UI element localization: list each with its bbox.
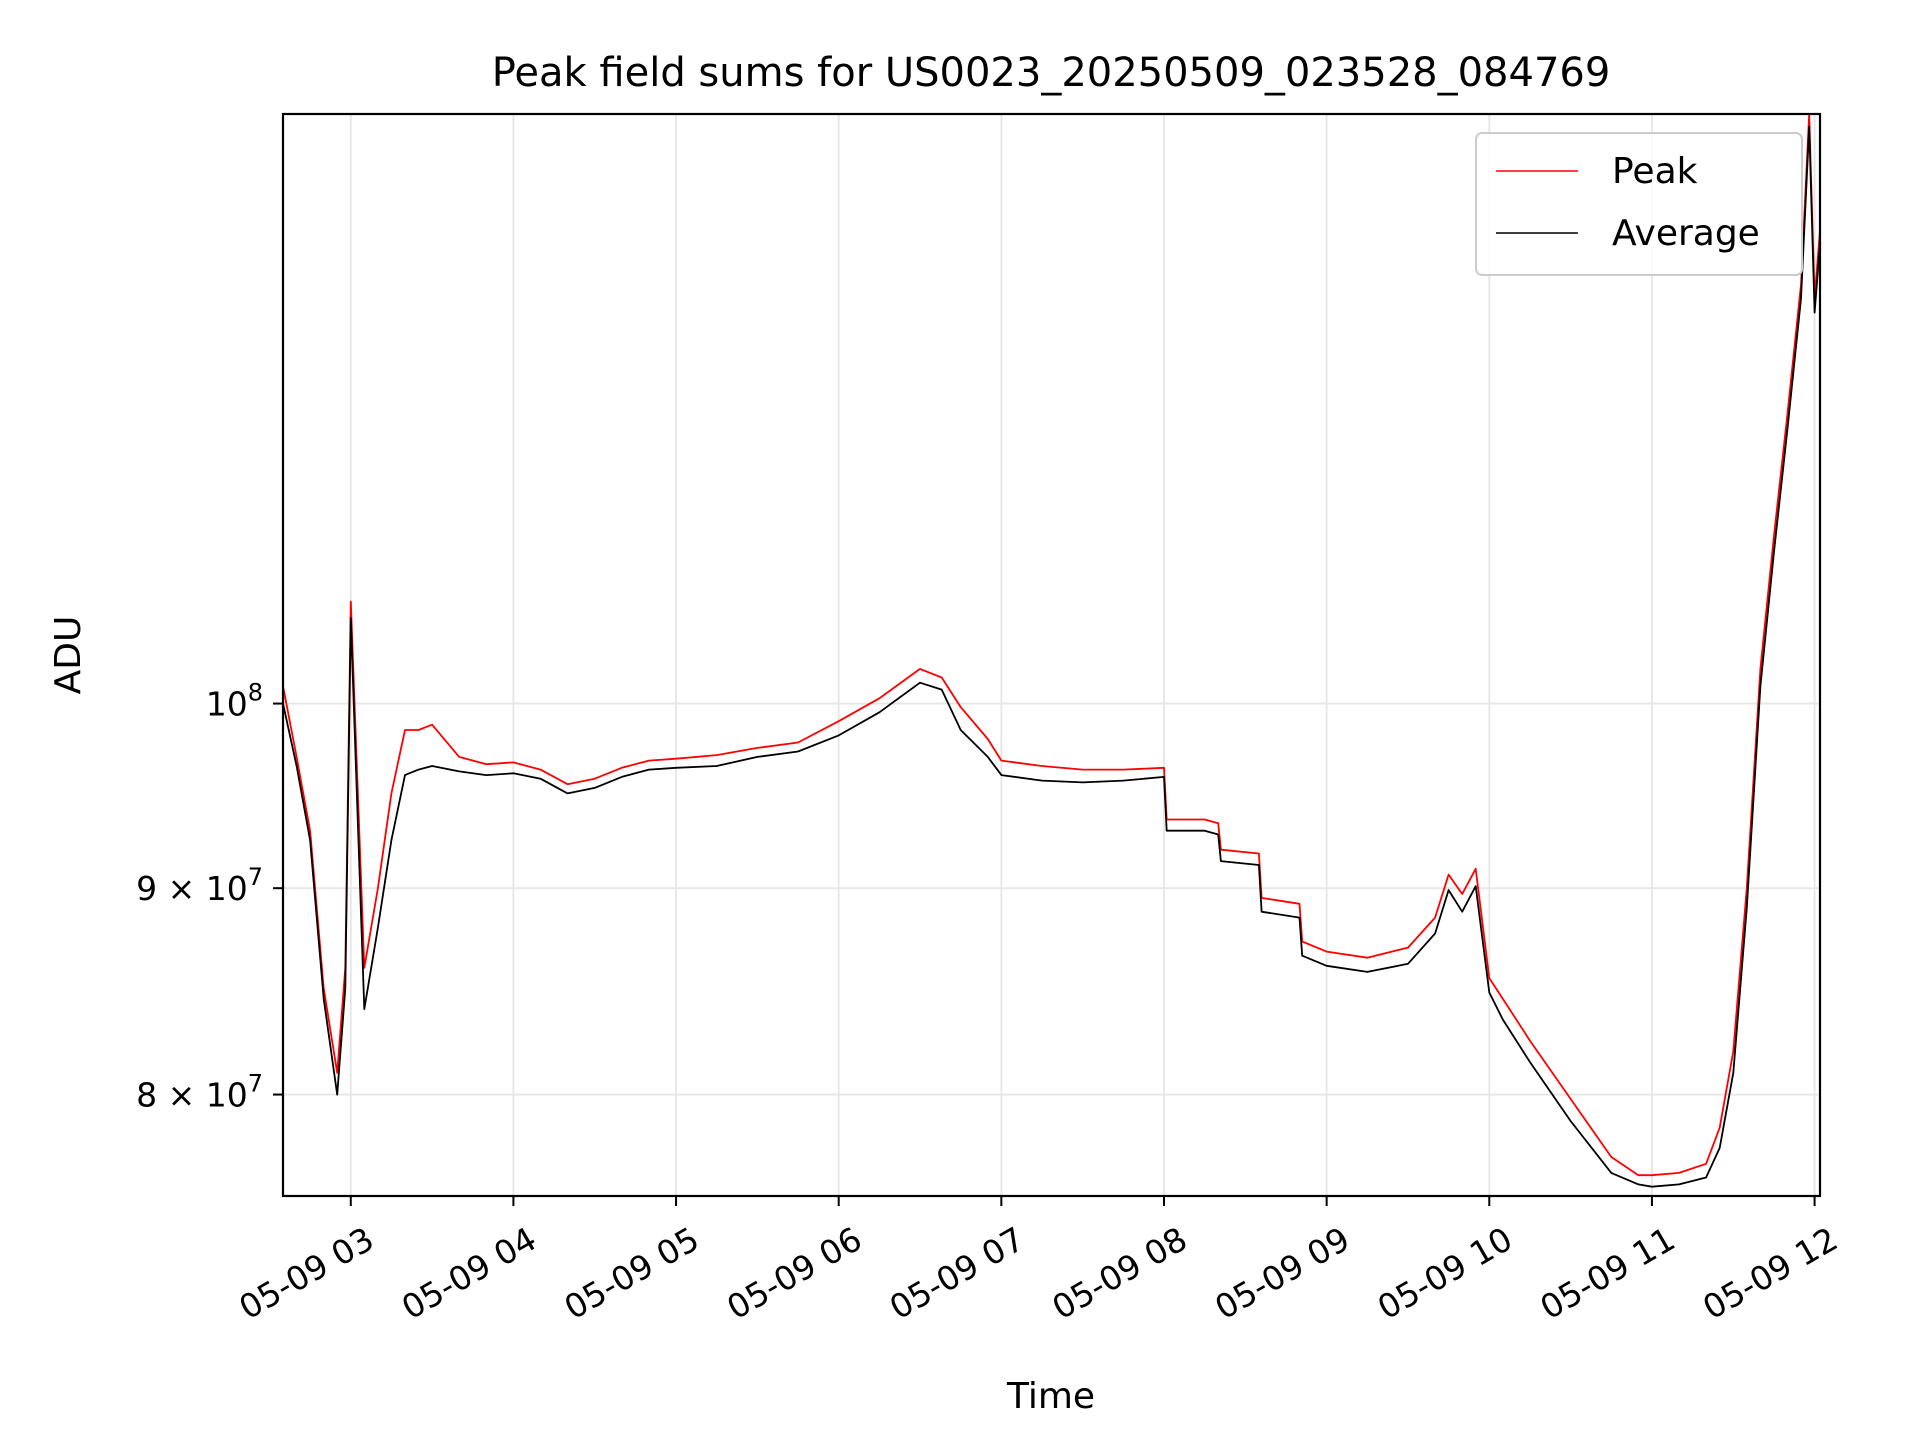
y-axis-label: ADU xyxy=(48,616,89,695)
series-lines xyxy=(282,113,1821,1188)
x-axis-label: Time xyxy=(1006,1376,1095,1417)
chart-title: Peak field sums for US0023_20250509_0235… xyxy=(492,50,1611,96)
grid-lines xyxy=(283,114,1820,1196)
plot-frame xyxy=(281,112,1822,1198)
legend-box xyxy=(1475,132,1803,276)
y-tick-label: 108 xyxy=(206,679,263,724)
legend-label-average: Average xyxy=(1612,213,1760,254)
legend-label-peak: Peak xyxy=(1612,151,1698,192)
y-tick-label: 8 × 107 xyxy=(136,1070,263,1115)
y-axis-ticks: 8 × 107 9 × 107 108 xyxy=(136,679,283,1115)
y-tick-label: 9 × 107 xyxy=(136,863,263,908)
series-line-peak xyxy=(282,113,1821,1177)
legend: Peak Average xyxy=(1475,132,1803,276)
series-line-average xyxy=(282,125,1821,1188)
